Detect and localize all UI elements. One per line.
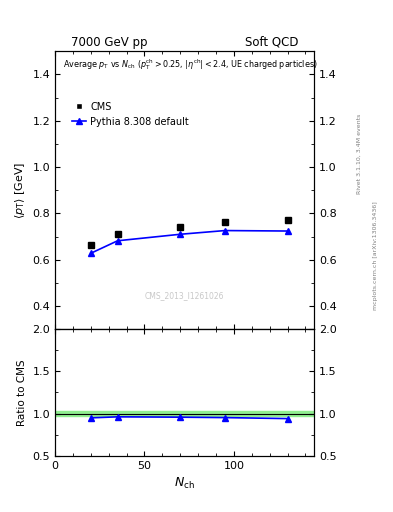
Legend: CMS, Pythia 8.308 default: CMS, Pythia 8.308 default: [68, 98, 193, 131]
Text: Rivet 3.1.10, 3.4M events: Rivet 3.1.10, 3.4M events: [357, 114, 362, 194]
X-axis label: $N_{\rm ch}$: $N_{\rm ch}$: [174, 476, 195, 491]
Text: CMS_2013_I1261026: CMS_2013_I1261026: [145, 291, 224, 301]
Title: 7000 GeV pp                          Soft QCD: 7000 GeV pp Soft QCD: [71, 36, 298, 49]
Y-axis label: Ratio to CMS: Ratio to CMS: [17, 359, 27, 426]
Text: Average $p_{\rm T}$ vs $N_{\rm ch}$ ($p_{\rm T}^{\rm ch}{>}0.25$, $|\eta^{\rm ch: Average $p_{\rm T}$ vs $N_{\rm ch}$ ($p_…: [63, 57, 318, 72]
Text: mcplots.cern.ch [arXiv:1306.3436]: mcplots.cern.ch [arXiv:1306.3436]: [373, 202, 378, 310]
Y-axis label: $\langle p_{\mathrm{T}} \rangle$ [GeV]: $\langle p_{\mathrm{T}} \rangle$ [GeV]: [13, 162, 27, 219]
Bar: [55, 411, 314, 416]
